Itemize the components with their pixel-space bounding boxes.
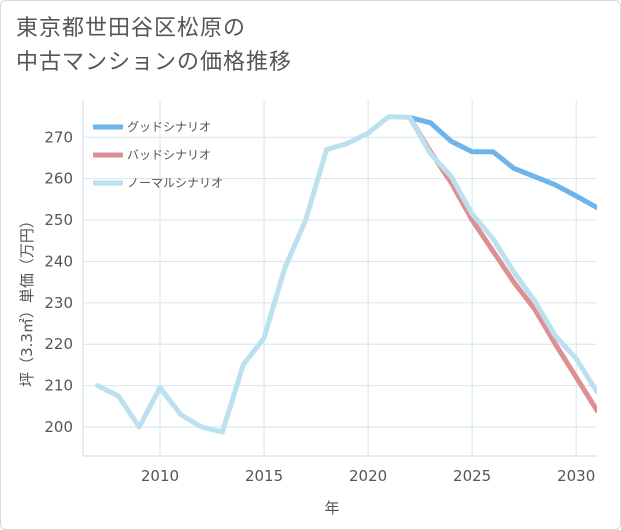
series-line-2 bbox=[95, 114, 597, 435]
y-tick-label: 210 bbox=[44, 377, 73, 395]
chart-title: 東京都世田谷区松原の 中古マンションの価格推移 bbox=[16, 12, 416, 80]
legend-label-0[interactable]: グッドシナリオ bbox=[127, 120, 211, 134]
y-tick-label: 250 bbox=[44, 211, 73, 229]
x-tick-label: 2010 bbox=[141, 467, 179, 485]
x-tick-label: 2030 bbox=[557, 467, 595, 485]
series-line-0 bbox=[407, 114, 597, 211]
x-tick-label: 2015 bbox=[245, 467, 283, 485]
x-axis-title: 年 bbox=[324, 499, 339, 517]
chart-title-line2: 中古マンションの価格推移 bbox=[16, 50, 293, 75]
x-tick-label: 2025 bbox=[453, 467, 491, 485]
y-tick-label: 260 bbox=[44, 170, 73, 188]
y-tick-label: 200 bbox=[44, 418, 73, 436]
y-tick-label: 240 bbox=[44, 252, 73, 270]
axes: 2010 2015 2020 2025 2030 200 210 220 230 240 250 26… bbox=[44, 100, 597, 485]
y-axis-title: 坪（3.3㎡）単価（万円） bbox=[18, 213, 36, 387]
x-tick-label: 2020 bbox=[349, 467, 387, 485]
grid bbox=[83, 100, 597, 456]
series-group bbox=[95, 114, 597, 435]
chart-title-line1: 東京都世田谷区松原の bbox=[16, 16, 247, 41]
y-tick-label: 230 bbox=[44, 294, 73, 312]
y-tick-label: 270 bbox=[44, 128, 73, 146]
legend-label-2[interactable]: ノーマルシナリオ bbox=[127, 176, 223, 190]
y-tick-label: 220 bbox=[44, 335, 73, 353]
legend-label-1[interactable]: バッドシナリオ bbox=[127, 148, 211, 162]
